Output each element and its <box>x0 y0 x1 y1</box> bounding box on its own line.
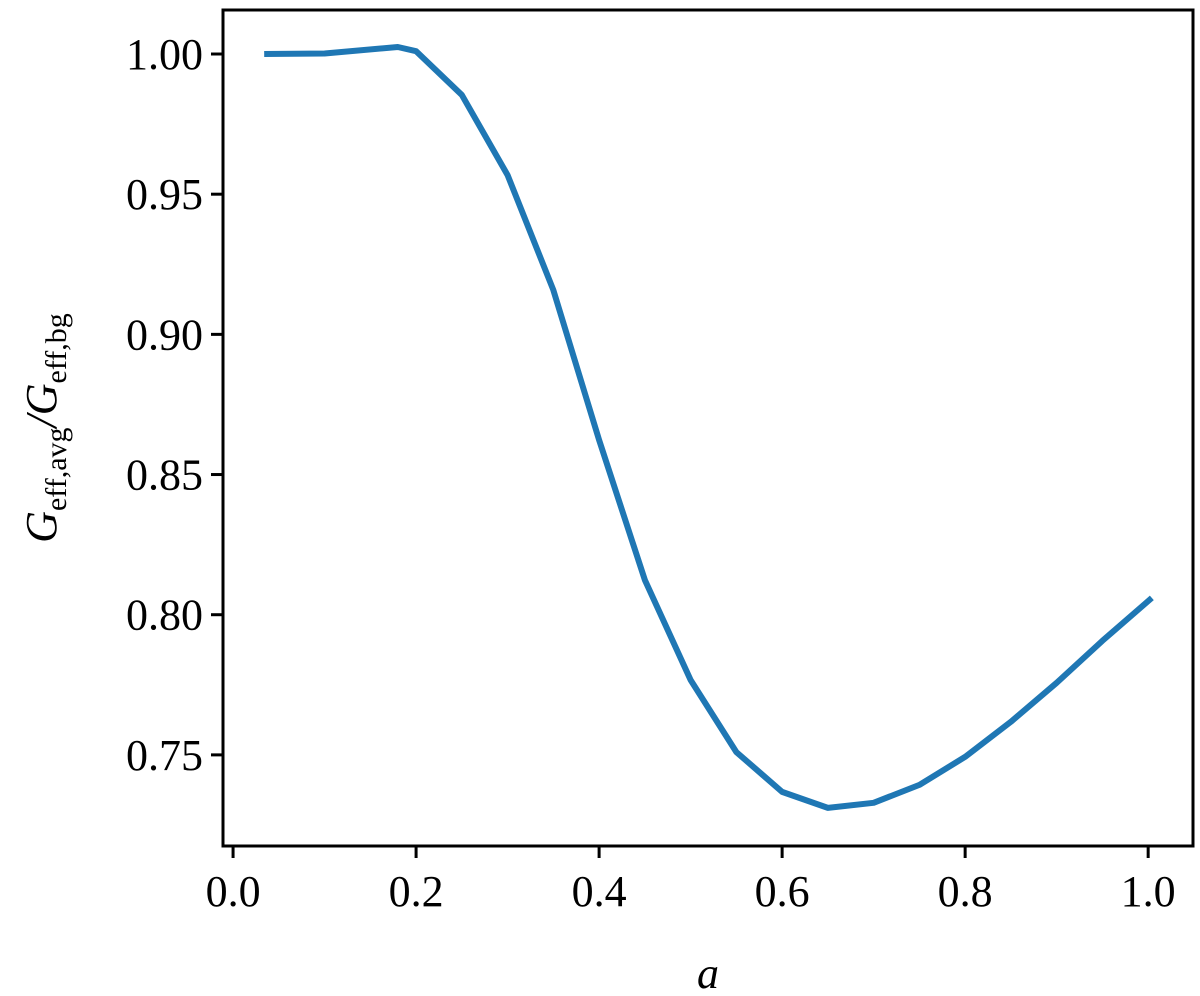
x-tick-label: 0.8 <box>938 867 993 916</box>
y-tick-label: 0.75 <box>126 731 203 780</box>
y-label-part: G <box>17 511 66 543</box>
y-tick-label: 0.90 <box>126 310 203 359</box>
y-label-subscript: eff,avg <box>40 427 73 511</box>
y-label-part: /G <box>17 383 66 430</box>
y-tick-label: 0.80 <box>126 591 203 640</box>
y-axis-label: Geff,avg/Geff,bg <box>17 313 73 543</box>
x-axis-label: a <box>697 949 719 996</box>
y-tick-label: 1.00 <box>126 30 203 79</box>
x-tick-label: 0.4 <box>572 867 627 916</box>
x-tick-label: 0.2 <box>389 867 444 916</box>
y-tick-label: 0.95 <box>126 170 203 219</box>
x-tick-label: 1.0 <box>1121 867 1176 916</box>
x-tick-label: 0.0 <box>206 867 261 916</box>
y-tick-label: 0.85 <box>126 451 203 500</box>
plot-frame <box>221 8 1195 848</box>
x-tick-label: 0.6 <box>755 867 810 916</box>
data-line <box>264 44 1154 811</box>
y-label-subscript: eff,bg <box>40 313 73 383</box>
